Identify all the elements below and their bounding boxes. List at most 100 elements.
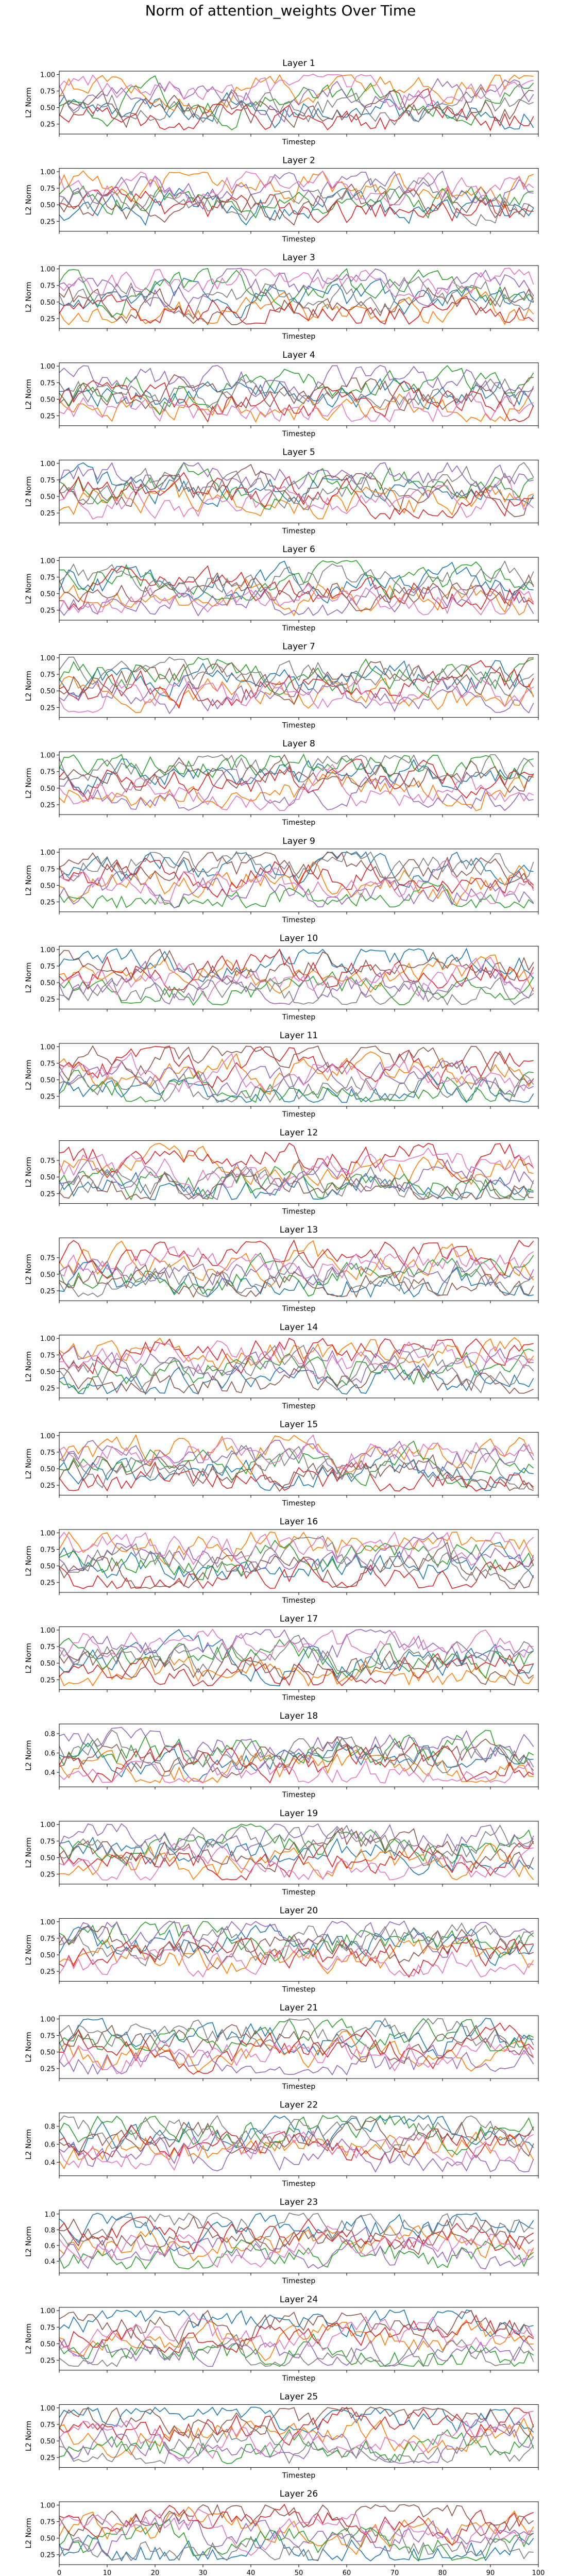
x-axis-label: Timestep <box>282 333 316 341</box>
y-axis-label: L2 Norm <box>25 1449 33 1479</box>
series-line <box>59 1637 534 1680</box>
series-group <box>59 2212 534 2270</box>
series-line <box>59 185 534 219</box>
x-axis-label: Timestep <box>282 1013 316 1021</box>
series-line <box>59 268 534 318</box>
panel-title: Layer 6 <box>282 544 315 555</box>
x-axis-label: Timestep <box>282 1305 316 1313</box>
y-axis-label: L2 Norm <box>25 1935 33 1965</box>
panel-20: Layer 20 0.25 0.50 0.75 1.00 L2 Norm Timestep <box>25 1905 539 1993</box>
series-line <box>59 1557 534 1589</box>
series-line <box>59 2017 534 2049</box>
series-line <box>59 2119 534 2157</box>
series-line <box>59 89 534 128</box>
series-group <box>59 560 534 617</box>
y-tick-label: 0.50 <box>40 2340 55 2348</box>
y-tick-label: 0.50 <box>40 1660 55 1668</box>
series-line <box>59 1655 534 1687</box>
series-line <box>59 948 534 984</box>
panel-title: Layer 18 <box>280 1711 318 1721</box>
series-line <box>59 560 534 601</box>
plot-frame <box>59 2015 539 2079</box>
panel-title: Layer 13 <box>280 1225 318 1235</box>
series-line <box>59 286 534 325</box>
x-tick-label: 10 <box>103 2569 112 2576</box>
series-line <box>59 1070 534 1103</box>
y-tick-label: 0.25 <box>40 121 55 129</box>
series-line <box>59 2226 534 2270</box>
y-tick-label: 0.75 <box>40 1255 55 1262</box>
series-line <box>59 1736 534 1779</box>
y-tick-label: 1.00 <box>40 266 55 274</box>
series-line <box>59 656 534 697</box>
series-line <box>59 1348 534 1393</box>
panel-8: Layer 8 0.25 0.50 0.75 1.00 L2 Norm Timestep <box>25 739 539 827</box>
y-tick-label: 0.50 <box>40 1174 55 1182</box>
series-line <box>59 1531 534 1565</box>
series-line <box>59 1925 534 1970</box>
series-line <box>59 1531 534 1566</box>
series-line <box>59 758 534 802</box>
panel-title: Layer 19 <box>280 1808 318 1819</box>
y-tick-label: 1.00 <box>40 2502 55 2509</box>
panel-title: Layer 11 <box>280 1031 318 1041</box>
series-line <box>59 74 534 113</box>
series-line <box>59 657 534 705</box>
y-tick-label: 0.25 <box>40 1288 55 1295</box>
y-axis-label: L2 Norm <box>25 2323 33 2354</box>
panel-17: Layer 17 0.25 0.50 0.75 1.00 L2 Norm Timestep <box>25 1614 539 1702</box>
series-line <box>59 1541 534 1589</box>
series-line <box>59 1254 534 1298</box>
y-tick-label: 0.25 <box>40 1676 55 1684</box>
series-line <box>59 268 534 298</box>
y-tick-label: 0.50 <box>40 1271 55 1279</box>
series-line <box>59 2022 534 2075</box>
y-tick-label: 0.75 <box>40 2519 55 2527</box>
panel-26: Layer 26 0.25 0.50 0.75 1.00 L2 Norm 0 10 20 30 40… <box>25 2489 545 2576</box>
series-line <box>59 1539 534 1581</box>
series-line <box>59 1827 534 1873</box>
series-line <box>59 2044 534 2076</box>
y-tick-label: 0.25 <box>40 1093 55 1101</box>
y-tick-label: 0.75 <box>40 2033 55 2040</box>
series-line <box>59 2336 534 2367</box>
y-tick-label: 0.50 <box>40 1077 55 1085</box>
y-tick-label: 0.50 <box>40 882 55 890</box>
series-line <box>59 1362 534 1394</box>
series-line <box>59 463 534 518</box>
panel-title: Layer 12 <box>280 1128 318 1138</box>
panel-11: Layer 11 0.25 0.50 0.75 1.00 L2 Norm Timestep <box>25 1031 539 1119</box>
panel-22: Layer 22 0.4 0.6 0.8 L2 Norm Timestep <box>25 2100 539 2188</box>
y-axis-label: L2 Norm <box>25 671 33 701</box>
series-line <box>59 78 534 123</box>
y-axis-label: L2 Norm <box>25 1837 33 1868</box>
series-line <box>59 2314 534 2353</box>
y-tick-label: 1.00 <box>40 752 55 760</box>
series-group <box>59 656 534 714</box>
series-line <box>59 960 534 1005</box>
y-tick-label: 0.25 <box>40 1968 55 1976</box>
y-tick-label: 0.50 <box>40 1854 55 1862</box>
y-axis-label: L2 Norm <box>25 962 33 993</box>
x-axis-label: Timestep <box>282 2471 316 2480</box>
series-line <box>59 859 534 904</box>
series-line <box>59 1944 534 1978</box>
series-line <box>59 480 534 520</box>
series-line <box>59 1344 534 1394</box>
series-line <box>59 753 534 780</box>
y-tick-label: 0.6 <box>44 2242 55 2250</box>
y-tick-label: 0.50 <box>40 2049 55 2057</box>
y-axis-label: L2 Norm <box>25 476 33 507</box>
panel-title: Layer 25 <box>280 2391 318 2402</box>
series-line <box>59 2508 534 2556</box>
x-tick-label: 60 <box>343 2569 351 2576</box>
x-axis-label: Timestep <box>282 2180 316 2188</box>
panel-12: Layer 12 0.25 0.50 0.75 L2 Norm Timestep <box>25 1128 539 1216</box>
series-line <box>59 2136 534 2173</box>
y-tick-label: 0.50 <box>40 2535 55 2543</box>
y-tick-label: 0.25 <box>40 899 55 907</box>
series-line <box>59 771 534 811</box>
y-tick-label: 0.75 <box>40 963 55 971</box>
y-tick-label: 0.75 <box>40 1547 55 1554</box>
